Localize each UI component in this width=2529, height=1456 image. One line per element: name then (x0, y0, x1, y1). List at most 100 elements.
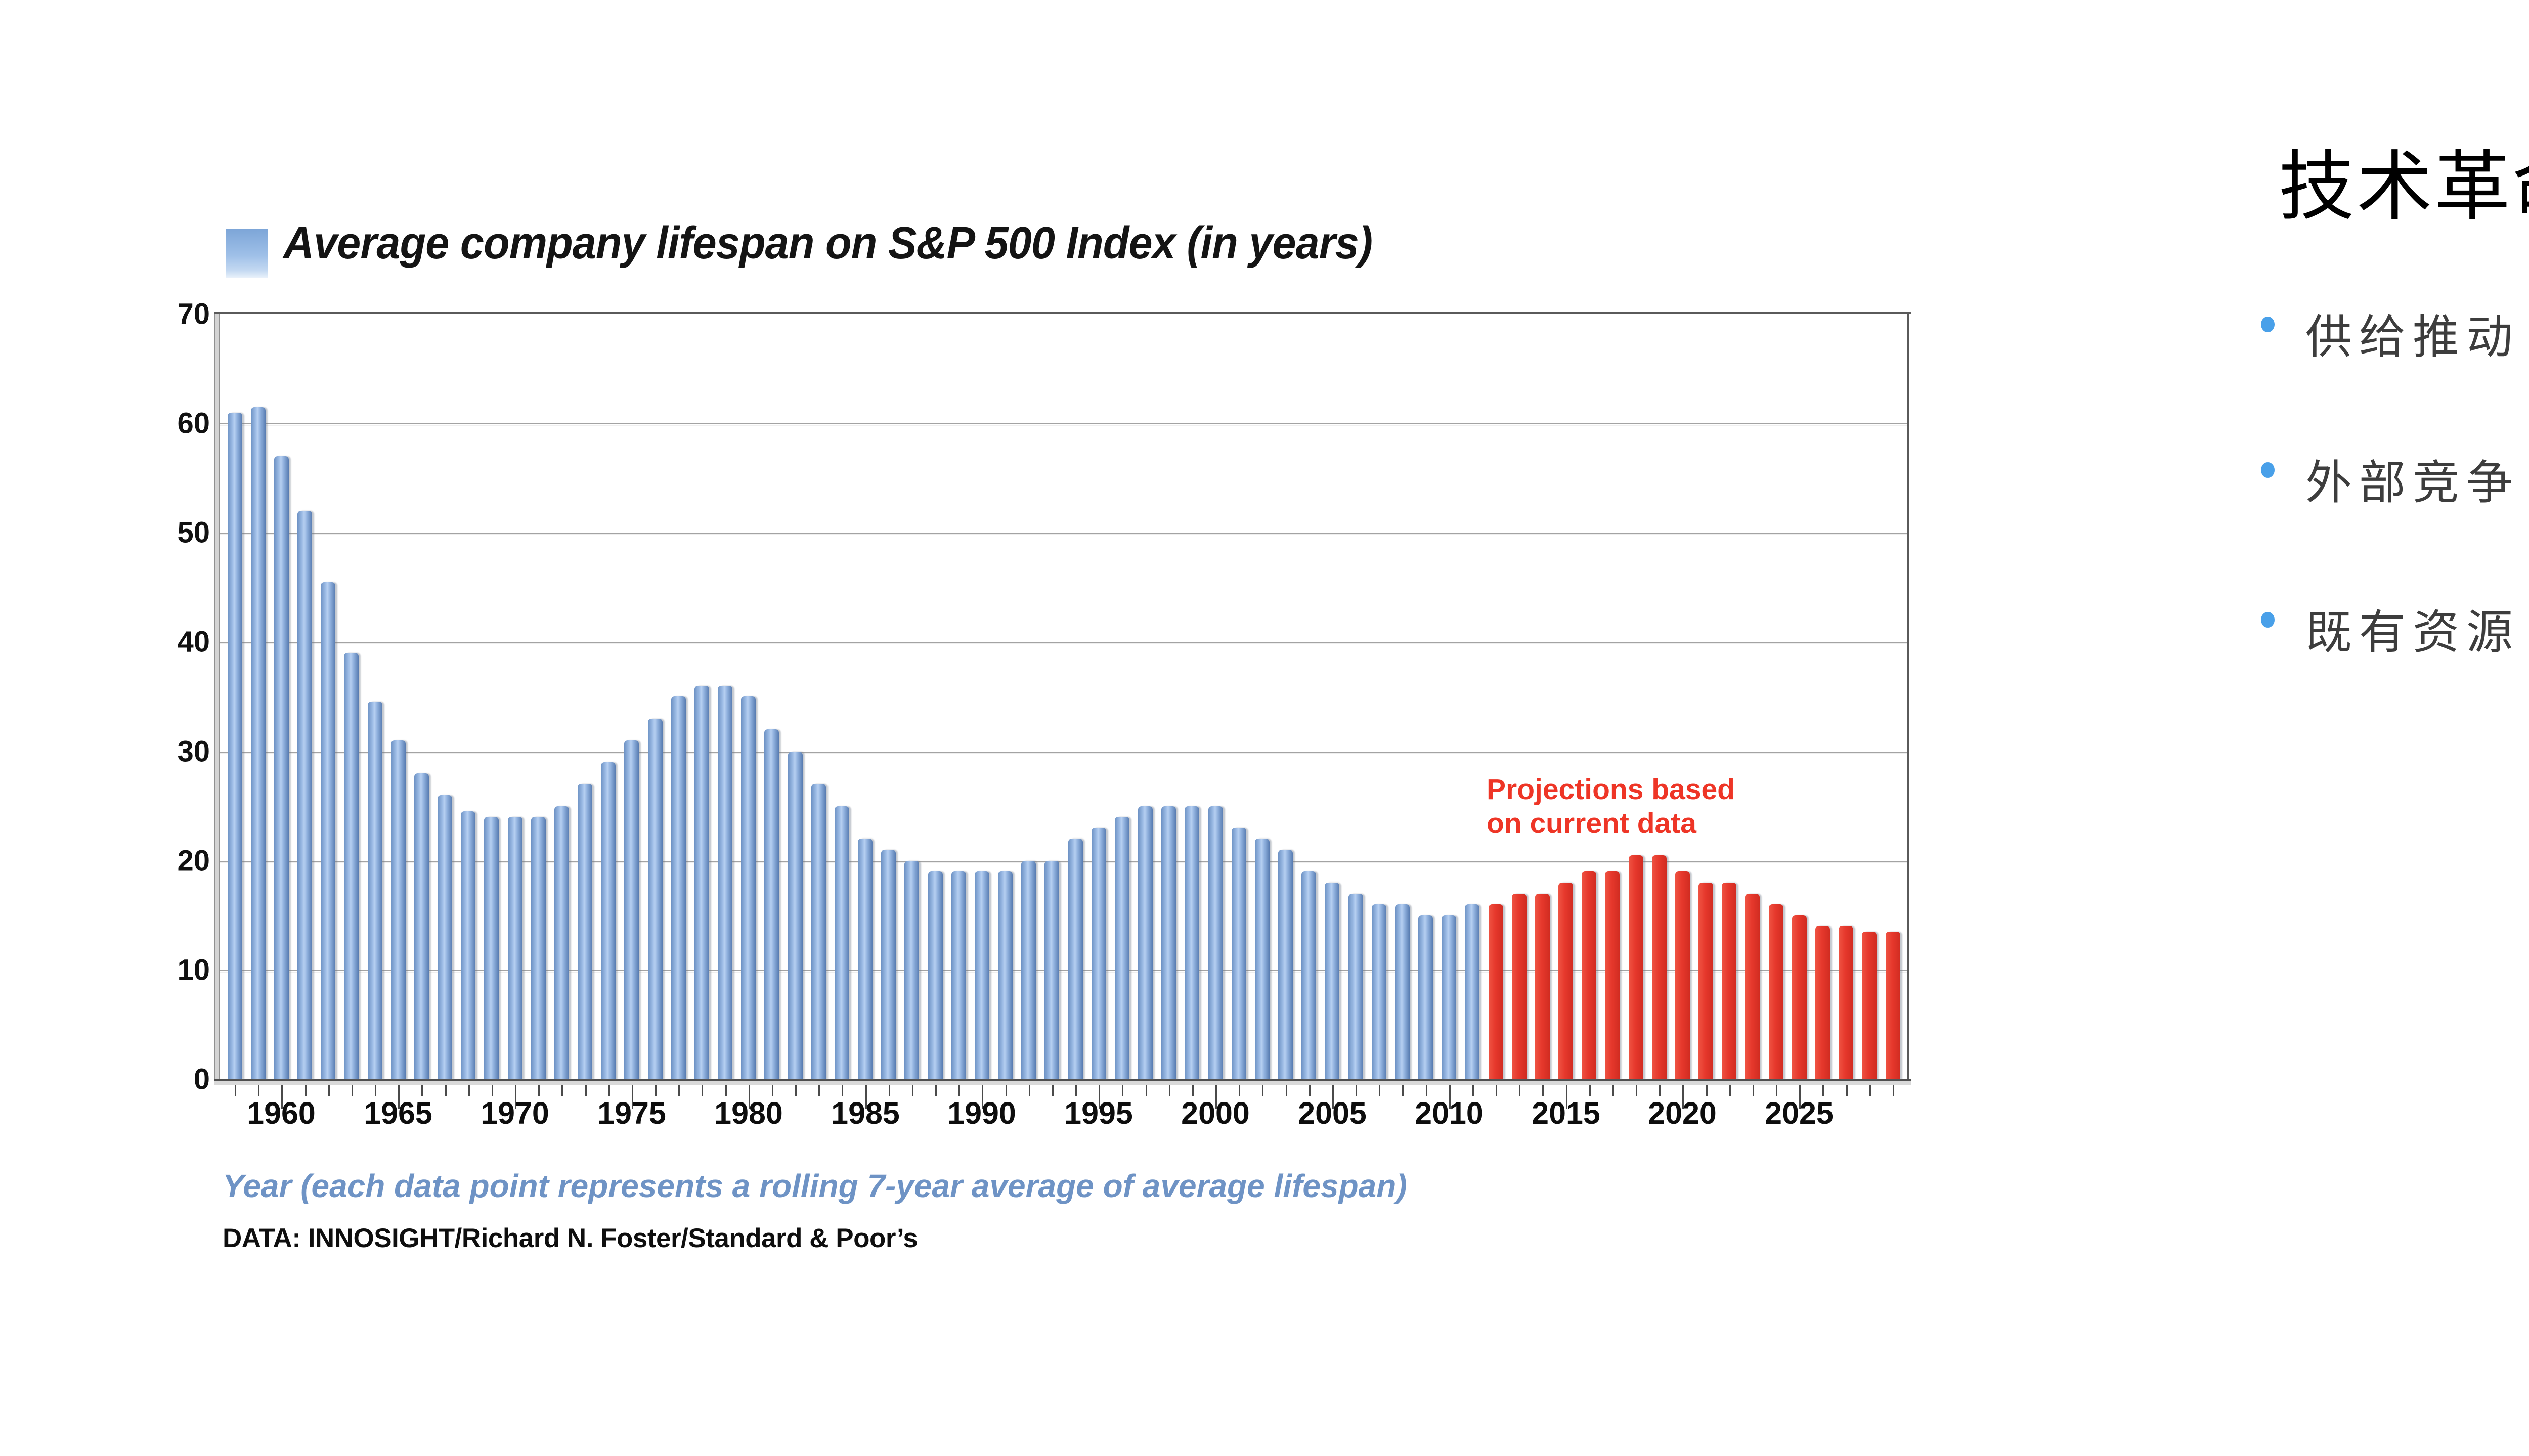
x-minor-tick-1981 (772, 1085, 773, 1096)
x-minor-tick-2024 (1776, 1085, 1777, 1096)
x-major-tick-1990 (982, 1085, 983, 1109)
bar-2017 (1605, 871, 1620, 1079)
bar-1993 (1044, 861, 1059, 1079)
bar-2000 (1208, 806, 1223, 1079)
x-minor-tick-2027 (1846, 1085, 1848, 1096)
x-minor-tick-1984 (842, 1085, 843, 1096)
x-minor-tick-1999 (1192, 1085, 1194, 1096)
x-minor-tick-2009 (1426, 1085, 1427, 1096)
y-axis-label-30: 30 (177, 735, 210, 768)
x-minor-tick-1977 (678, 1085, 680, 1096)
x-major-tick-2015 (1566, 1085, 1567, 1109)
x-minor-tick-2004 (1309, 1085, 1311, 1096)
bar-2013 (1512, 894, 1527, 1079)
bullet-item-1: 供给推动 vs 需求拉动 (2257, 299, 2529, 363)
bullet-text: 外部竞争 vs 客户中心 (2305, 457, 2529, 509)
x-major-tick-1995 (1099, 1085, 1100, 1109)
bar-1960 (274, 456, 289, 1079)
x-minor-tick-2023 (1753, 1085, 1754, 1096)
x-axis-label-1965: 1965 (364, 1096, 432, 1130)
bar-2004 (1301, 871, 1316, 1079)
bar-1979 (718, 686, 732, 1079)
x-minor-tick-1967 (445, 1085, 447, 1096)
bar-2021 (1698, 883, 1713, 1079)
x-minor-tick-1976 (655, 1085, 657, 1096)
x-major-tick-2010 (1449, 1085, 1451, 1109)
chart-title: Average company lifespan on S&P 500 Inde… (283, 218, 1373, 269)
x-major-tick-2020 (1682, 1085, 1684, 1109)
bar-2011 (1465, 904, 1479, 1079)
x-major-tick-2025 (1799, 1085, 1801, 1109)
bar-1975 (624, 740, 639, 1079)
bar-2022 (1722, 883, 1736, 1079)
x-minor-tick-2014 (1542, 1085, 1544, 1096)
x-minor-tick-2002 (1262, 1085, 1263, 1096)
x-major-tick-1960 (281, 1085, 283, 1109)
gridline-30 (220, 752, 1907, 753)
y-axis-label-70: 70 (177, 297, 210, 331)
x-minor-tick-1959 (258, 1085, 259, 1096)
bar-1990 (975, 871, 989, 1079)
bar-1961 (297, 511, 312, 1079)
x-minor-tick-1992 (1029, 1085, 1030, 1096)
bar-1977 (671, 696, 686, 1079)
bullet-item-3: 既有资源 vs 组织能力 (2257, 595, 2529, 658)
bar-1967 (438, 795, 452, 1079)
bar-1972 (554, 806, 569, 1079)
bar-1995 (1092, 828, 1106, 1079)
bar-2003 (1278, 850, 1293, 1079)
x-minor-tick-2019 (1659, 1085, 1661, 1096)
x-minor-tick-1968 (468, 1085, 470, 1096)
x-axis-label-2010: 2010 (1415, 1096, 1484, 1130)
x-axis-label-1995: 1995 (1064, 1096, 1133, 1130)
bar-2009 (1418, 915, 1433, 1079)
x-minor-tick-1988 (935, 1085, 937, 1096)
x-axis-label-2000: 2000 (1181, 1096, 1250, 1130)
gridline-10 (220, 970, 1907, 971)
gridline-50 (220, 533, 1907, 534)
bar-1969 (484, 817, 499, 1079)
x-minor-tick-2018 (1636, 1085, 1637, 1096)
x-minor-tick-1966 (421, 1085, 423, 1096)
x-axis-label-2020: 2020 (1648, 1096, 1717, 1130)
x-minor-tick-1962 (328, 1085, 330, 1096)
gridline-20 (220, 861, 1907, 862)
bar-2016 (1582, 871, 1596, 1079)
x-axis-label-1970: 1970 (481, 1096, 549, 1130)
bar-2007 (1372, 904, 1386, 1079)
bullet-text: 供给推动 vs 需求拉动 (2305, 312, 2529, 363)
bar-1966 (414, 773, 429, 1079)
bar-2015 (1558, 883, 1573, 1079)
bar-1978 (694, 686, 709, 1079)
plot-right-border (1907, 312, 1909, 1081)
bar-1987 (904, 861, 919, 1079)
x-minor-tick-1987 (912, 1085, 913, 1096)
x-major-tick-2005 (1332, 1085, 1334, 1109)
bar-1988 (928, 871, 943, 1079)
bar-1999 (1185, 806, 1199, 1079)
x-minor-tick-2021 (1706, 1085, 1708, 1096)
x-minor-tick-2007 (1379, 1085, 1380, 1096)
bar-1958 (228, 413, 242, 1079)
x-minor-tick-2001 (1239, 1085, 1240, 1096)
bar-2029 (1886, 932, 1900, 1079)
bar-1998 (1161, 806, 1176, 1079)
x-axis-label-2015: 2015 (1532, 1096, 1600, 1130)
x-minor-tick-1998 (1169, 1085, 1170, 1096)
bullet-dot-icon (2261, 462, 2275, 478)
bar-1983 (811, 784, 826, 1079)
bar-2027 (1839, 926, 1853, 1079)
x-axis-label-1990: 1990 (947, 1096, 1016, 1130)
y-axis-label-60: 60 (177, 407, 210, 440)
bar-1991 (998, 871, 1013, 1079)
bar-2002 (1255, 839, 1270, 1079)
plot-area (220, 314, 1907, 1079)
bar-2018 (1629, 855, 1643, 1079)
bar-1997 (1138, 806, 1153, 1079)
bar-2025 (1792, 915, 1807, 1079)
bar-1963 (344, 653, 359, 1079)
bar-1968 (461, 811, 475, 1079)
y-axis-wall (214, 314, 220, 1081)
x-minor-tick-1983 (818, 1085, 820, 1096)
bar-1970 (508, 817, 522, 1079)
